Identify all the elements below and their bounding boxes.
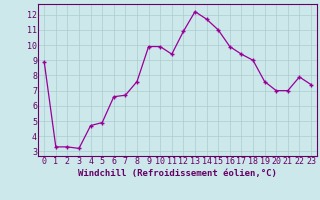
X-axis label: Windchill (Refroidissement éolien,°C): Windchill (Refroidissement éolien,°C) (78, 169, 277, 178)
